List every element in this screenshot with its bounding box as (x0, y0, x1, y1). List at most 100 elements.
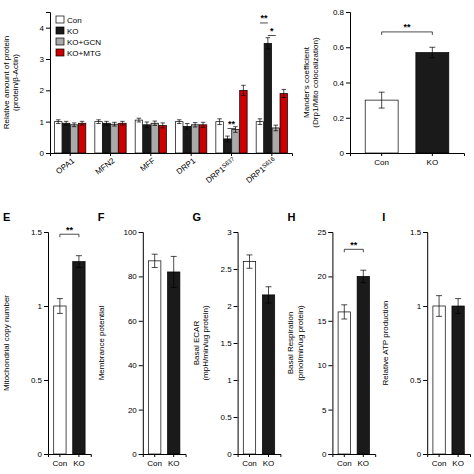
y-tick-mark (346, 47, 350, 48)
y-tick: 20 (128, 406, 143, 415)
y-tick-mark (234, 232, 238, 233)
bar (119, 123, 126, 153)
panel: 01234OPA1MFN2MFFDRP1DRP1S637DRP1S616****… (2, 13, 293, 186)
x-tick-label: KO (168, 459, 180, 468)
error-bar (153, 121, 157, 125)
error-bar (76, 256, 82, 268)
panel: 00.511.5ConKO**Mitochondrial copy number… (2, 211, 91, 468)
x-axis-line (143, 455, 186, 458)
y-tick: 0 (417, 450, 427, 459)
y-tick-mark (139, 232, 143, 233)
bar (262, 295, 274, 454)
error-bar (274, 125, 278, 131)
bar (78, 123, 85, 153)
x-axis-line (49, 455, 92, 458)
y-tick-label: 25 (317, 228, 326, 237)
y-tick-mark (46, 59, 50, 60)
y-tick: 0 (227, 450, 237, 459)
y-tick-label: 1.5 (410, 228, 422, 237)
y-tick-mark (44, 454, 48, 455)
y-axis-line (328, 233, 333, 455)
y-tick-mark (234, 269, 238, 270)
y-axis-title-line: (protein/β-Actin) (11, 54, 20, 111)
x-tick: MFN2 (94, 153, 117, 177)
y-axis-line (46, 13, 51, 154)
error-bar (57, 299, 63, 314)
panel-title: H (287, 211, 295, 223)
bar (183, 126, 190, 153)
annotations: ***** (228, 13, 276, 129)
x-tick: KO (452, 454, 464, 468)
error-bar (185, 124, 189, 130)
y-axis-title-line: Basal Respiration (286, 312, 295, 375)
y-tick: 0 (340, 149, 350, 158)
x-tick-label: MFN2 (94, 156, 117, 177)
bar (151, 123, 158, 153)
y-tick-mark (346, 118, 350, 119)
y-tick: 40 (128, 361, 143, 370)
significance-label: ** (66, 225, 74, 235)
error-bar (96, 120, 100, 124)
error-bar (379, 92, 385, 108)
legend-label: KO+GCN (67, 38, 101, 47)
panel: 00.20.40.60.8ConKO**Mander's coefficient… (302, 8, 465, 167)
y-tick: 0 (38, 450, 48, 459)
error-bar (225, 136, 229, 142)
y-axis-title: Basal Respiration(pmol/min/ug protein) (286, 305, 304, 381)
error-bar (104, 121, 108, 125)
y-tick-label: 0.4 (333, 79, 345, 88)
x-axis: ConKO (238, 454, 281, 468)
significance-label: ** (350, 240, 358, 250)
legend-label: Con (67, 16, 82, 25)
y-tick-mark (234, 343, 238, 344)
error-bar (145, 122, 149, 128)
x-tick-mark (344, 454, 345, 457)
y-tick: 2 (40, 86, 50, 95)
x-tick: KO (263, 454, 275, 468)
y-tick: 0 (40, 149, 50, 158)
legend-entry: KO+GCN (56, 38, 101, 47)
x-tick-label-superscript: S616 (261, 155, 276, 169)
y-tick-mark (139, 410, 143, 411)
error-bar (360, 270, 366, 282)
x-tick-mark (432, 153, 433, 156)
y-tick-mark (46, 122, 50, 123)
bars (149, 254, 180, 454)
y-tick-mark (139, 365, 143, 366)
y-axis-title: Mander's coefficient(Drp1/Mito colocaliz… (302, 37, 320, 128)
legend-label: KO (67, 27, 79, 36)
y-tick: 15 (317, 317, 332, 326)
x-tick: KO (73, 454, 85, 468)
y-tick: 0.5 (410, 376, 427, 385)
x-axis: ConKO (49, 454, 92, 468)
x-tick: DRP1S616 (244, 153, 278, 185)
legend-entry: KO (56, 27, 79, 36)
y-tick: 1.5 (410, 228, 427, 237)
y-tick-label: 0.5 (31, 376, 43, 385)
bar (216, 122, 223, 153)
y-tick-label: 0.6 (333, 43, 345, 52)
y-axis: 00.511.5 (410, 228, 428, 459)
y-tick: 2.5 (220, 265, 237, 274)
bars (433, 296, 464, 454)
y-tick-label: 3 (227, 228, 232, 237)
y-tick-label: 1 (40, 118, 45, 127)
y-axis-line (346, 13, 351, 154)
significance-label: ** (260, 13, 268, 23)
bar (95, 122, 102, 153)
y-tick-mark (44, 232, 48, 233)
legend-swatch (56, 38, 64, 45)
panel: 020406080100ConKOMembrance potentialF (97, 211, 186, 468)
y-tick-label: 15 (317, 317, 326, 326)
x-axis: ConKO (428, 454, 471, 468)
x-axis: ConKO (143, 454, 186, 468)
x-tick-mark (439, 454, 440, 457)
y-tick-label: 1.5 (220, 339, 232, 348)
y-tick: 25 (317, 228, 332, 237)
x-tick-label: Con (337, 459, 352, 468)
y-axis-title-line: Relative ATP production (381, 300, 390, 385)
bar (232, 130, 239, 154)
y-axis-title-line: Membrance potential (97, 305, 106, 380)
y-tick-label: 1.5 (31, 228, 43, 237)
panel: 00.511.5ConKORelative ATP productionI (381, 211, 470, 468)
